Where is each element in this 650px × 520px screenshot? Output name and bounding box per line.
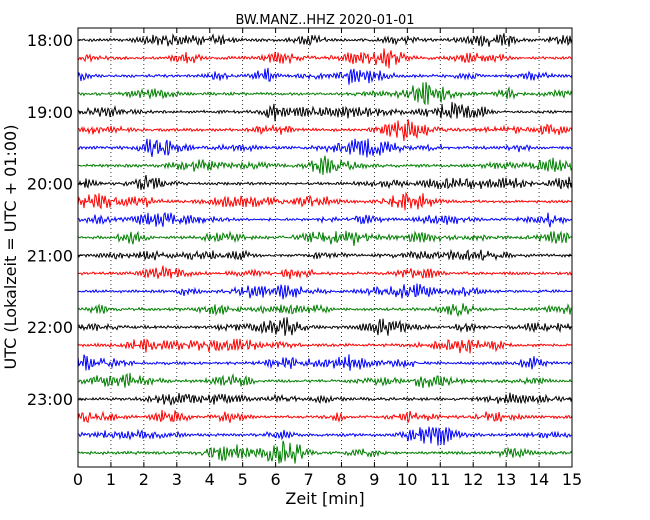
- seismic-trace-2230: [77, 354, 573, 371]
- y-tick-label: 22:00: [27, 318, 73, 337]
- seismic-trace-2315: [77, 409, 573, 424]
- seismic-trace-1930: [77, 138, 573, 158]
- trace-group: [77, 33, 573, 464]
- seismic-trace-2300: [77, 392, 573, 406]
- seismic-trace-2000: [77, 174, 573, 191]
- seismic-trace-2030: [77, 212, 573, 228]
- x-tick-label: 6: [271, 470, 281, 489]
- x-tick-label: 1: [106, 470, 116, 489]
- x-tick-label: 14: [529, 470, 549, 489]
- x-tick-label: 13: [496, 470, 516, 489]
- seismic-trace-1815: [77, 48, 573, 69]
- seismic-trace-1800: [77, 33, 573, 48]
- seismic-trace-2330: [77, 426, 573, 446]
- x-tick-label: 12: [463, 470, 483, 489]
- x-tick-label: 9: [369, 470, 379, 489]
- x-tick-label: 0: [73, 470, 83, 489]
- seismic-trace-2015: [77, 191, 573, 211]
- seismic-trace-2130: [77, 283, 573, 300]
- seismic-trace-2345: [77, 440, 573, 464]
- seismic-trace-1945: [77, 155, 573, 175]
- x-tick-label: 8: [336, 470, 346, 489]
- x-axis-label: Zeit [min]: [285, 489, 364, 508]
- x-axis: 0 1 2 3 4 5 6 7 8 9 10 11 12 13 14 15: [73, 28, 582, 489]
- x-tick-label: 7: [303, 470, 313, 489]
- seismic-trace-2145: [77, 303, 573, 318]
- y-tick-label: 18:00: [27, 31, 73, 50]
- y-axis-label: UTC (Lokalzeit = UTC + 01:00): [1, 125, 20, 370]
- x-tick-label: 2: [139, 470, 149, 489]
- seismic-trace-2115: [77, 265, 573, 280]
- seismic-trace-2245: [77, 372, 573, 388]
- seismic-trace-2215: [77, 338, 573, 354]
- seismic-trace-1900: [77, 101, 573, 122]
- plot-frame: [77, 27, 573, 468]
- seismic-trace-1915: [77, 119, 573, 141]
- y-axis: 18:00 19:00 20:00 21:00 22:00 23:00: [27, 31, 572, 409]
- seismic-trace-1845: [77, 82, 573, 106]
- x-tick-label: 11: [430, 470, 450, 489]
- y-tick-label: 19:00: [27, 103, 73, 122]
- y-tick-label: 21:00: [27, 246, 73, 265]
- seismic-trace-1830: [77, 67, 573, 85]
- seismic-trace-2045: [77, 230, 573, 246]
- x-tick-label: 5: [238, 470, 248, 489]
- chart-title: BW.MANZ..HHZ 2020-01-01: [235, 13, 414, 28]
- y-tick-label: 20:00: [27, 175, 73, 194]
- x-tick-label: 4: [205, 470, 215, 489]
- seismic-trace-2100: [77, 248, 573, 262]
- seismic-trace-2200: [77, 317, 573, 336]
- y-tick-label: 23:00: [27, 390, 73, 409]
- x-tick-label: 10: [397, 470, 417, 489]
- x-tick-label: 3: [172, 470, 182, 489]
- x-tick-label: 15: [562, 470, 582, 489]
